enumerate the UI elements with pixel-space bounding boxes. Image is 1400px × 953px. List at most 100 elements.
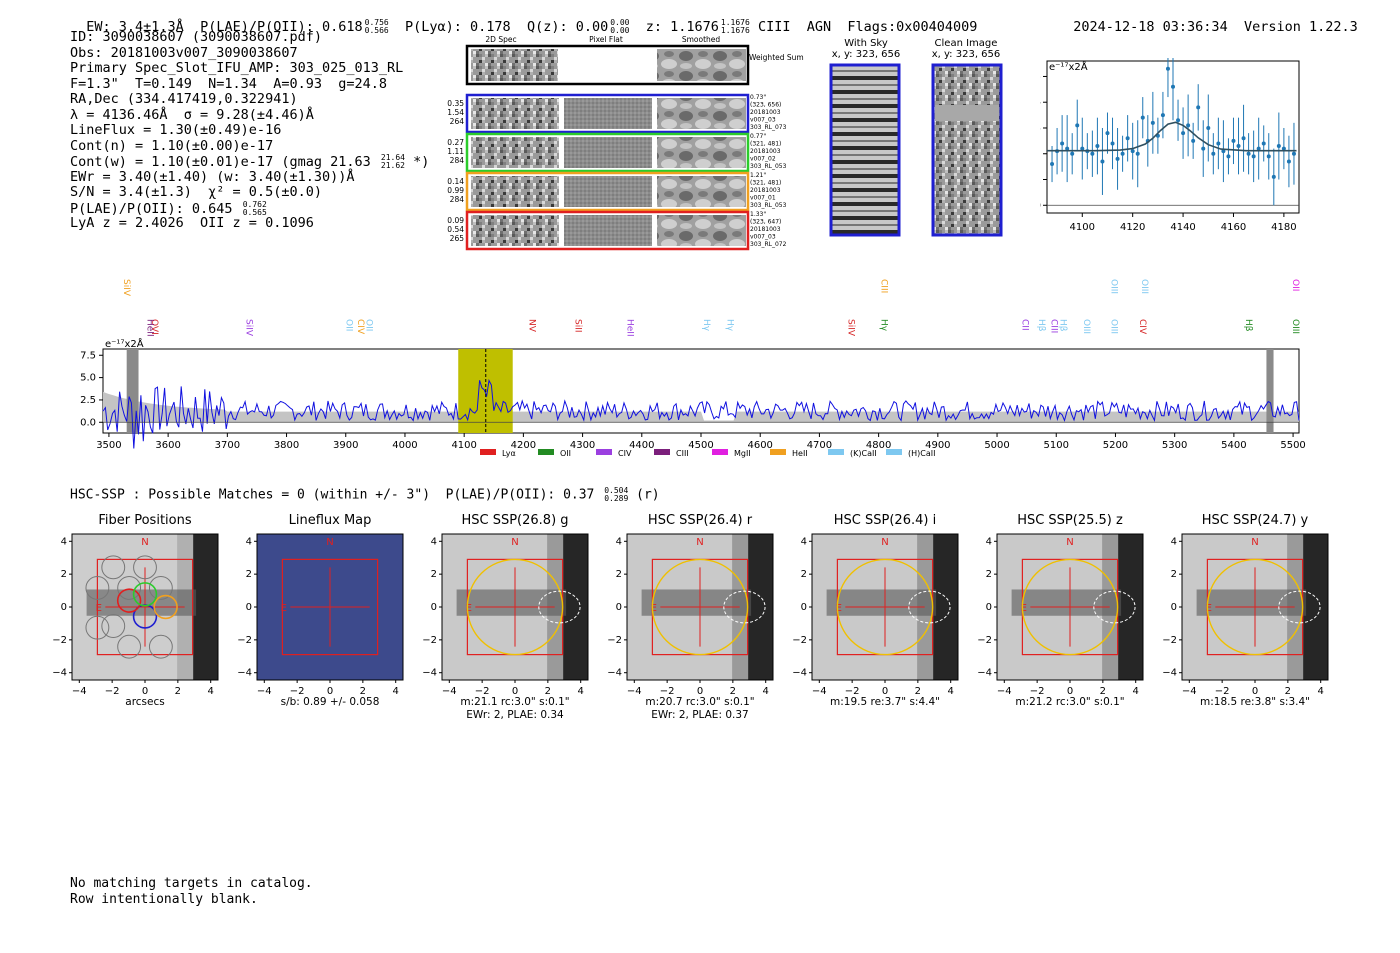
header-line: CIII: [757, 19, 791, 35]
east-marker: E: [96, 603, 102, 614]
header-agn: AGN: [806, 19, 832, 35]
info-plae-text: P(LAE)/P(OII): 0.645: [70, 200, 233, 217]
zoom-plot-unit: e⁻¹⁷x2Å: [1049, 60, 1088, 73]
header-plya: P(Lyα): 0.178: [405, 19, 511, 35]
col-pixel-flat-label: Pixel Flat: [589, 35, 623, 44]
zoom-data-point: [1281, 146, 1286, 151]
cutout-note: 0.77": [750, 133, 766, 140]
header-flags: Flags:0x00404009: [847, 19, 978, 35]
spectrum-xtick-label: 5100: [1044, 440, 1069, 451]
hsc-caption-line-2: EWr: 2, PLAE: 0.34: [466, 709, 564, 721]
cutout-weight: 264: [450, 117, 465, 126]
masked-region: [126, 349, 139, 433]
cutout-weight: 0.09: [447, 216, 464, 225]
hsc-xtick-label: −2: [845, 686, 860, 697]
spectral-line-label: OIII: [1139, 279, 1149, 294]
spectrum-xtick-label: 4400: [629, 440, 654, 451]
info-plae-hi: 0.762: [242, 199, 267, 209]
info-sn: S/N = 3.4(±1.3) χ² = 0.5(±0.0): [70, 184, 322, 200]
east-marker: E: [1206, 603, 1212, 614]
zoom-data-point: [1186, 123, 1191, 128]
east-marker: E: [281, 603, 287, 614]
zoom-data-point: [1216, 141, 1221, 146]
cutout-weight: 1.11: [447, 147, 464, 156]
cutout-pixel-flat: [564, 176, 652, 207]
col-2d-spec-label: 2D Spec: [485, 35, 516, 44]
hsc-panel-image: N E 4 2 0 −2 −4 −4 −2 0 2 4: [52, 533, 219, 697]
zoom-data-point: [1271, 174, 1276, 179]
cutout-dark-edge: [563, 534, 588, 680]
info-id: ID: 3090038607 (3090038607.pdf): [70, 29, 322, 45]
info-contw-text: Cont(w) = 1.10(±0.01)e-17 (gmag 21.63: [70, 154, 371, 170]
hsc-xtick-label: −2: [105, 686, 120, 697]
hsc-panel-image: N E 4 2 0 −2 −4 −4 −2 0 2 4: [1162, 533, 1329, 697]
info-radec: RA,Dec (334.417419,0.322941): [70, 91, 298, 107]
info-lya: LyA z = 2.4026 OII z = 0.1096: [70, 215, 314, 231]
hsc-panel-title: HSC SSP(26.8) g: [461, 513, 569, 528]
legend-swatch: [828, 449, 844, 455]
cutout-note: 20181003: [750, 226, 781, 233]
cutout-note: 303_RL_053: [750, 163, 787, 170]
hsc-caption-line-1: m:21.1 rc:3.0" s:0.1": [460, 696, 570, 708]
info-lineflux: LineFlux = 1.30(±0.49)e-16: [70, 122, 282, 138]
hsc-xtick-label: −2: [660, 686, 675, 697]
cutout-note: 1.21": [750, 172, 766, 179]
hsc-caption-line-1: arcsecs: [125, 696, 165, 708]
zoom-data-point: [1231, 138, 1236, 143]
source-streak: [1011, 589, 1122, 616]
hsc-ytick-label: 4: [246, 536, 252, 547]
aperture-circle: [651, 558, 749, 656]
spectrum-xtick-label: 3900: [333, 440, 358, 451]
info-contw: Cont(w) = 1.10(±0.01)e-17 (gmag 21.63 21…: [70, 154, 429, 170]
zoom-data-point: [1236, 144, 1241, 149]
spectral-line-label: HeII: [625, 319, 635, 337]
weighted-sum-label: Weighted Sum: [749, 53, 804, 62]
zoom-data-point: [1150, 120, 1155, 125]
spectrum-unit: e⁻¹⁷x2Å: [105, 337, 144, 350]
hsc-summary: HSC-SSP : Possible Matches = 0 (within +…: [70, 487, 660, 503]
cutout-note: v007_03: [750, 117, 776, 124]
spectrum-ytick-label: 2.5: [80, 395, 96, 406]
zoom-xtick-label: 4180: [1271, 222, 1296, 233]
hsc-ytick-label: 2: [246, 569, 252, 580]
hsc-ytick-label: −2: [607, 635, 622, 646]
hsc-ytick-label: 4: [986, 536, 992, 547]
footer-line-2: Row intentionally blank.: [70, 892, 258, 907]
hsc-ytick-label: −4: [52, 668, 67, 679]
hsc-xtick-label: 0: [142, 686, 148, 697]
hsc-xtick-label: −4: [627, 686, 642, 697]
legend-swatch: [480, 449, 496, 455]
east-marker: E: [466, 603, 472, 614]
zoom-xtick-label: 4140: [1170, 222, 1195, 233]
cutout-weight: 0.14: [447, 177, 464, 186]
spectrum-xtick-label: 3500: [96, 440, 121, 451]
zoom-data-point: [1286, 159, 1291, 164]
zoom-data-point: [1100, 159, 1105, 164]
spectral-line-label: Hγ: [725, 319, 735, 332]
fiber-circle: [117, 576, 142, 600]
hsc-xtick-label: 2: [545, 686, 551, 697]
cutout-2d-spec: [471, 137, 559, 168]
cutout-note: v007_02: [750, 156, 776, 163]
zoom-ytick-label: 1: [1040, 175, 1041, 186]
hsc-ytick-label: −4: [422, 668, 437, 679]
hsc-summary-end: (r): [636, 487, 660, 503]
catalog-ellipse: [908, 590, 951, 624]
hsc-xtick-label: −2: [475, 686, 490, 697]
info-lambda: λ = 4136.46Å σ = 9.28(±4.46)Å: [70, 106, 314, 123]
zoom-data-point: [1120, 151, 1125, 156]
hsc-xtick-label: 4: [948, 686, 954, 697]
legend-label: MgII: [734, 449, 751, 458]
info-contn: Cont(n) = 1.10(±0.00)e-17: [70, 137, 274, 154]
catalog-footer: No matching targets in catalog. Row inte…: [70, 876, 313, 908]
spectrum-axes: 3500 3600 3700 3800 3900 4000 4100 4200 4300 4400…: [80, 350, 1306, 451]
header-qz-lo: 0.00: [610, 26, 630, 35]
hsc-xtick-label: 4: [393, 686, 399, 697]
legend-swatch: [886, 449, 902, 455]
info-obs: Obs: 20181003v007_3090038607: [70, 44, 298, 61]
cutout-weight: 0.35: [447, 99, 464, 108]
hsc-ytick-label: 4: [61, 536, 67, 547]
masked-region: [1266, 349, 1274, 433]
hsc-panel-title: HSC SSP(26.4) r: [647, 513, 753, 528]
